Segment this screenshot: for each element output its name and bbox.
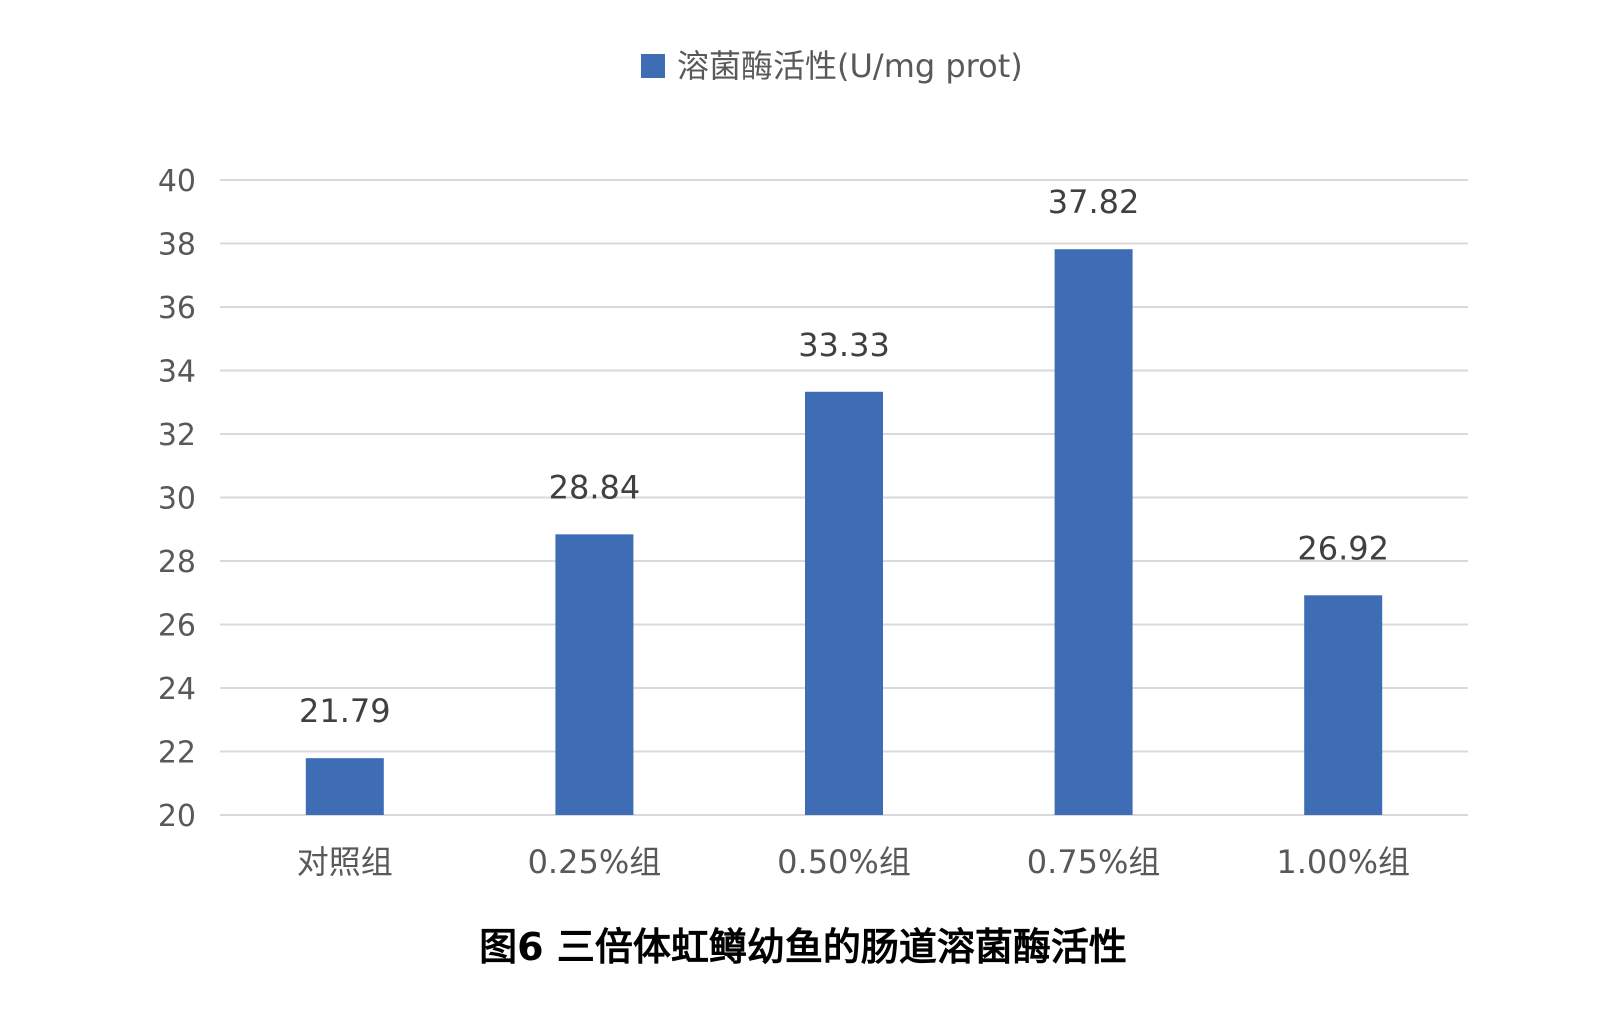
y-tick-label: 36 xyxy=(158,291,196,326)
data-label: 28.84 xyxy=(549,468,641,506)
bars xyxy=(305,249,1383,816)
bar xyxy=(555,534,634,815)
data-label: 33.33 xyxy=(798,326,890,364)
figure-caption: 图6 三倍体虹鳟幼鱼的肠道溶菌酶活性 xyxy=(479,925,1127,969)
legend-label: 溶菌酶活性(U/mg prot) xyxy=(677,47,1023,85)
y-tick-label: 30 xyxy=(158,482,196,517)
bar xyxy=(305,758,384,815)
y-tick-label: 28 xyxy=(158,545,196,580)
data-label: 37.82 xyxy=(1048,183,1140,221)
legend-swatch xyxy=(641,54,665,78)
x-category-label: 0.75%组 xyxy=(1027,843,1161,881)
x-category-label: 对照组 xyxy=(297,843,393,881)
bar xyxy=(805,391,883,815)
y-tick-label: 26 xyxy=(158,609,196,644)
x-category-label: 0.25%组 xyxy=(528,843,662,881)
y-tick-label: 32 xyxy=(158,418,196,453)
y-axis-tick-labels: 20 22 24 26 28 30 32 34 36 38 40 xyxy=(158,164,196,834)
y-tick-label: 24 xyxy=(158,672,196,707)
bar xyxy=(1054,249,1133,816)
x-axis-category-labels: 对照组 0.25%组 0.50%组 0.75%组 1.00%组 xyxy=(297,843,1410,881)
y-tick-label: 38 xyxy=(158,228,196,263)
data-labels: 21.79 28.84 33.33 37.82 26.92 xyxy=(299,183,1389,730)
y-tick-label: 40 xyxy=(158,164,196,199)
legend: 溶菌酶活性(U/mg prot) xyxy=(641,47,1023,85)
y-tick-label: 20 xyxy=(158,799,196,834)
data-label: 21.79 xyxy=(299,692,391,730)
y-tick-label: 34 xyxy=(158,355,196,390)
x-category-label: 0.50%组 xyxy=(777,843,911,881)
y-tick-label: 22 xyxy=(158,736,196,771)
data-label: 26.92 xyxy=(1297,529,1389,567)
x-category-label: 1.00%组 xyxy=(1276,843,1410,881)
bar xyxy=(1304,595,1383,815)
